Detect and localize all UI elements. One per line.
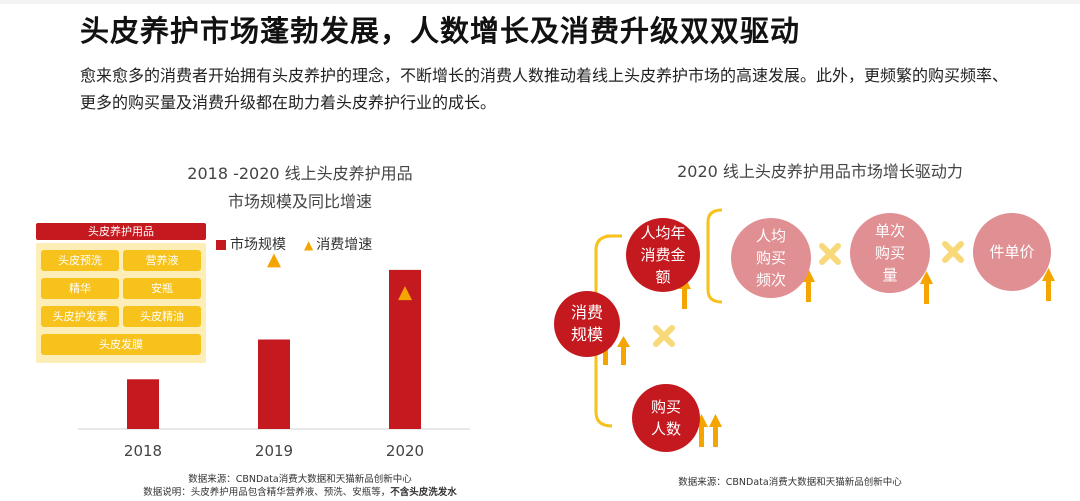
product-item: 营养液	[123, 250, 201, 271]
legend-triangle-icon: ▲	[304, 238, 314, 252]
product-item: 精华	[41, 278, 119, 299]
product-item: 头皮护发素	[41, 306, 119, 327]
up-arrow-icon	[1042, 268, 1055, 301]
driver-spend-per-capita: 人均年消费金额	[626, 218, 700, 292]
left-chart-title-line2: 市场规模及同比增速	[227, 192, 372, 211]
up-arrow-icon	[802, 269, 815, 302]
multiply-icon	[942, 241, 964, 263]
growth-marker-2019	[267, 253, 281, 268]
left-source-note: 数据来源：CBNData消费大数据和天猫新品创新中心 数据说明：头皮养护用品包含…	[80, 473, 520, 499]
x-tick-label: 2019	[255, 442, 293, 460]
right-chart-title: 2020 线上头皮养护用品市场增长驱动力	[677, 162, 963, 181]
bar-2019	[258, 339, 290, 429]
growth-marker-2020	[398, 286, 412, 301]
x-tick-label: 2020	[386, 442, 424, 460]
page-title: 头皮养护市场蓬勃发展，人数增长及消费升级双双驱动	[80, 14, 801, 48]
left-chart-title: 2018 -2020 线上头皮养护用品 市场规模及同比增速	[150, 160, 450, 216]
driver-consumption-scale: 消费规模	[554, 291, 620, 357]
product-item: 头皮精油	[123, 306, 201, 327]
left-source-line1: 数据来源：CBNData消费大数据和天猫新品创新中心	[188, 474, 412, 485]
left-chart-title-line1: 2018 -2020 线上头皮养护用品	[187, 164, 413, 183]
product-category-box: 头皮预洗 营养液 精华 安瓶 头皮护发素 头皮精油 头皮发膜	[36, 243, 206, 363]
product-category-header: 头皮养护用品	[36, 223, 206, 240]
legend-square-icon	[216, 240, 226, 250]
driver-purchase-frequency: 人均购买频次	[731, 218, 811, 298]
legend-market-size: 市场规模	[216, 234, 286, 254]
up-arrow-icon	[920, 271, 933, 304]
product-item: 头皮发膜	[41, 334, 201, 355]
multiply-icon	[653, 325, 675, 347]
left-source-line2: 数据说明：头皮养护用品包含精华营养液、预洗、安瓶等，不含头皮洗发水	[143, 487, 457, 498]
driver-unit-price: 件单价	[973, 213, 1051, 291]
product-item: 安瓶	[123, 278, 201, 299]
top-divider	[0, 0, 1080, 4]
driver-buyer-count: 购买人数	[632, 384, 700, 452]
driver-quantity-per-order: 单次购买量	[850, 213, 930, 293]
x-tick-label: 2018	[124, 442, 162, 460]
multiply-icon	[819, 243, 841, 265]
right-source-note: 数据来源：CBNData消费大数据和天猫新品创新中心	[678, 477, 902, 488]
legend-growth-rate: ▲ 消费增速	[304, 237, 373, 253]
intro-paragraph: 愈来愈多的消费者开始拥有头皮养护的理念，不断增长的消费人数推动着线上头皮养护市场…	[80, 66, 1009, 112]
bar-2018	[127, 379, 159, 429]
product-item: 头皮预洗	[41, 250, 119, 271]
inner-bracket	[706, 208, 723, 304]
